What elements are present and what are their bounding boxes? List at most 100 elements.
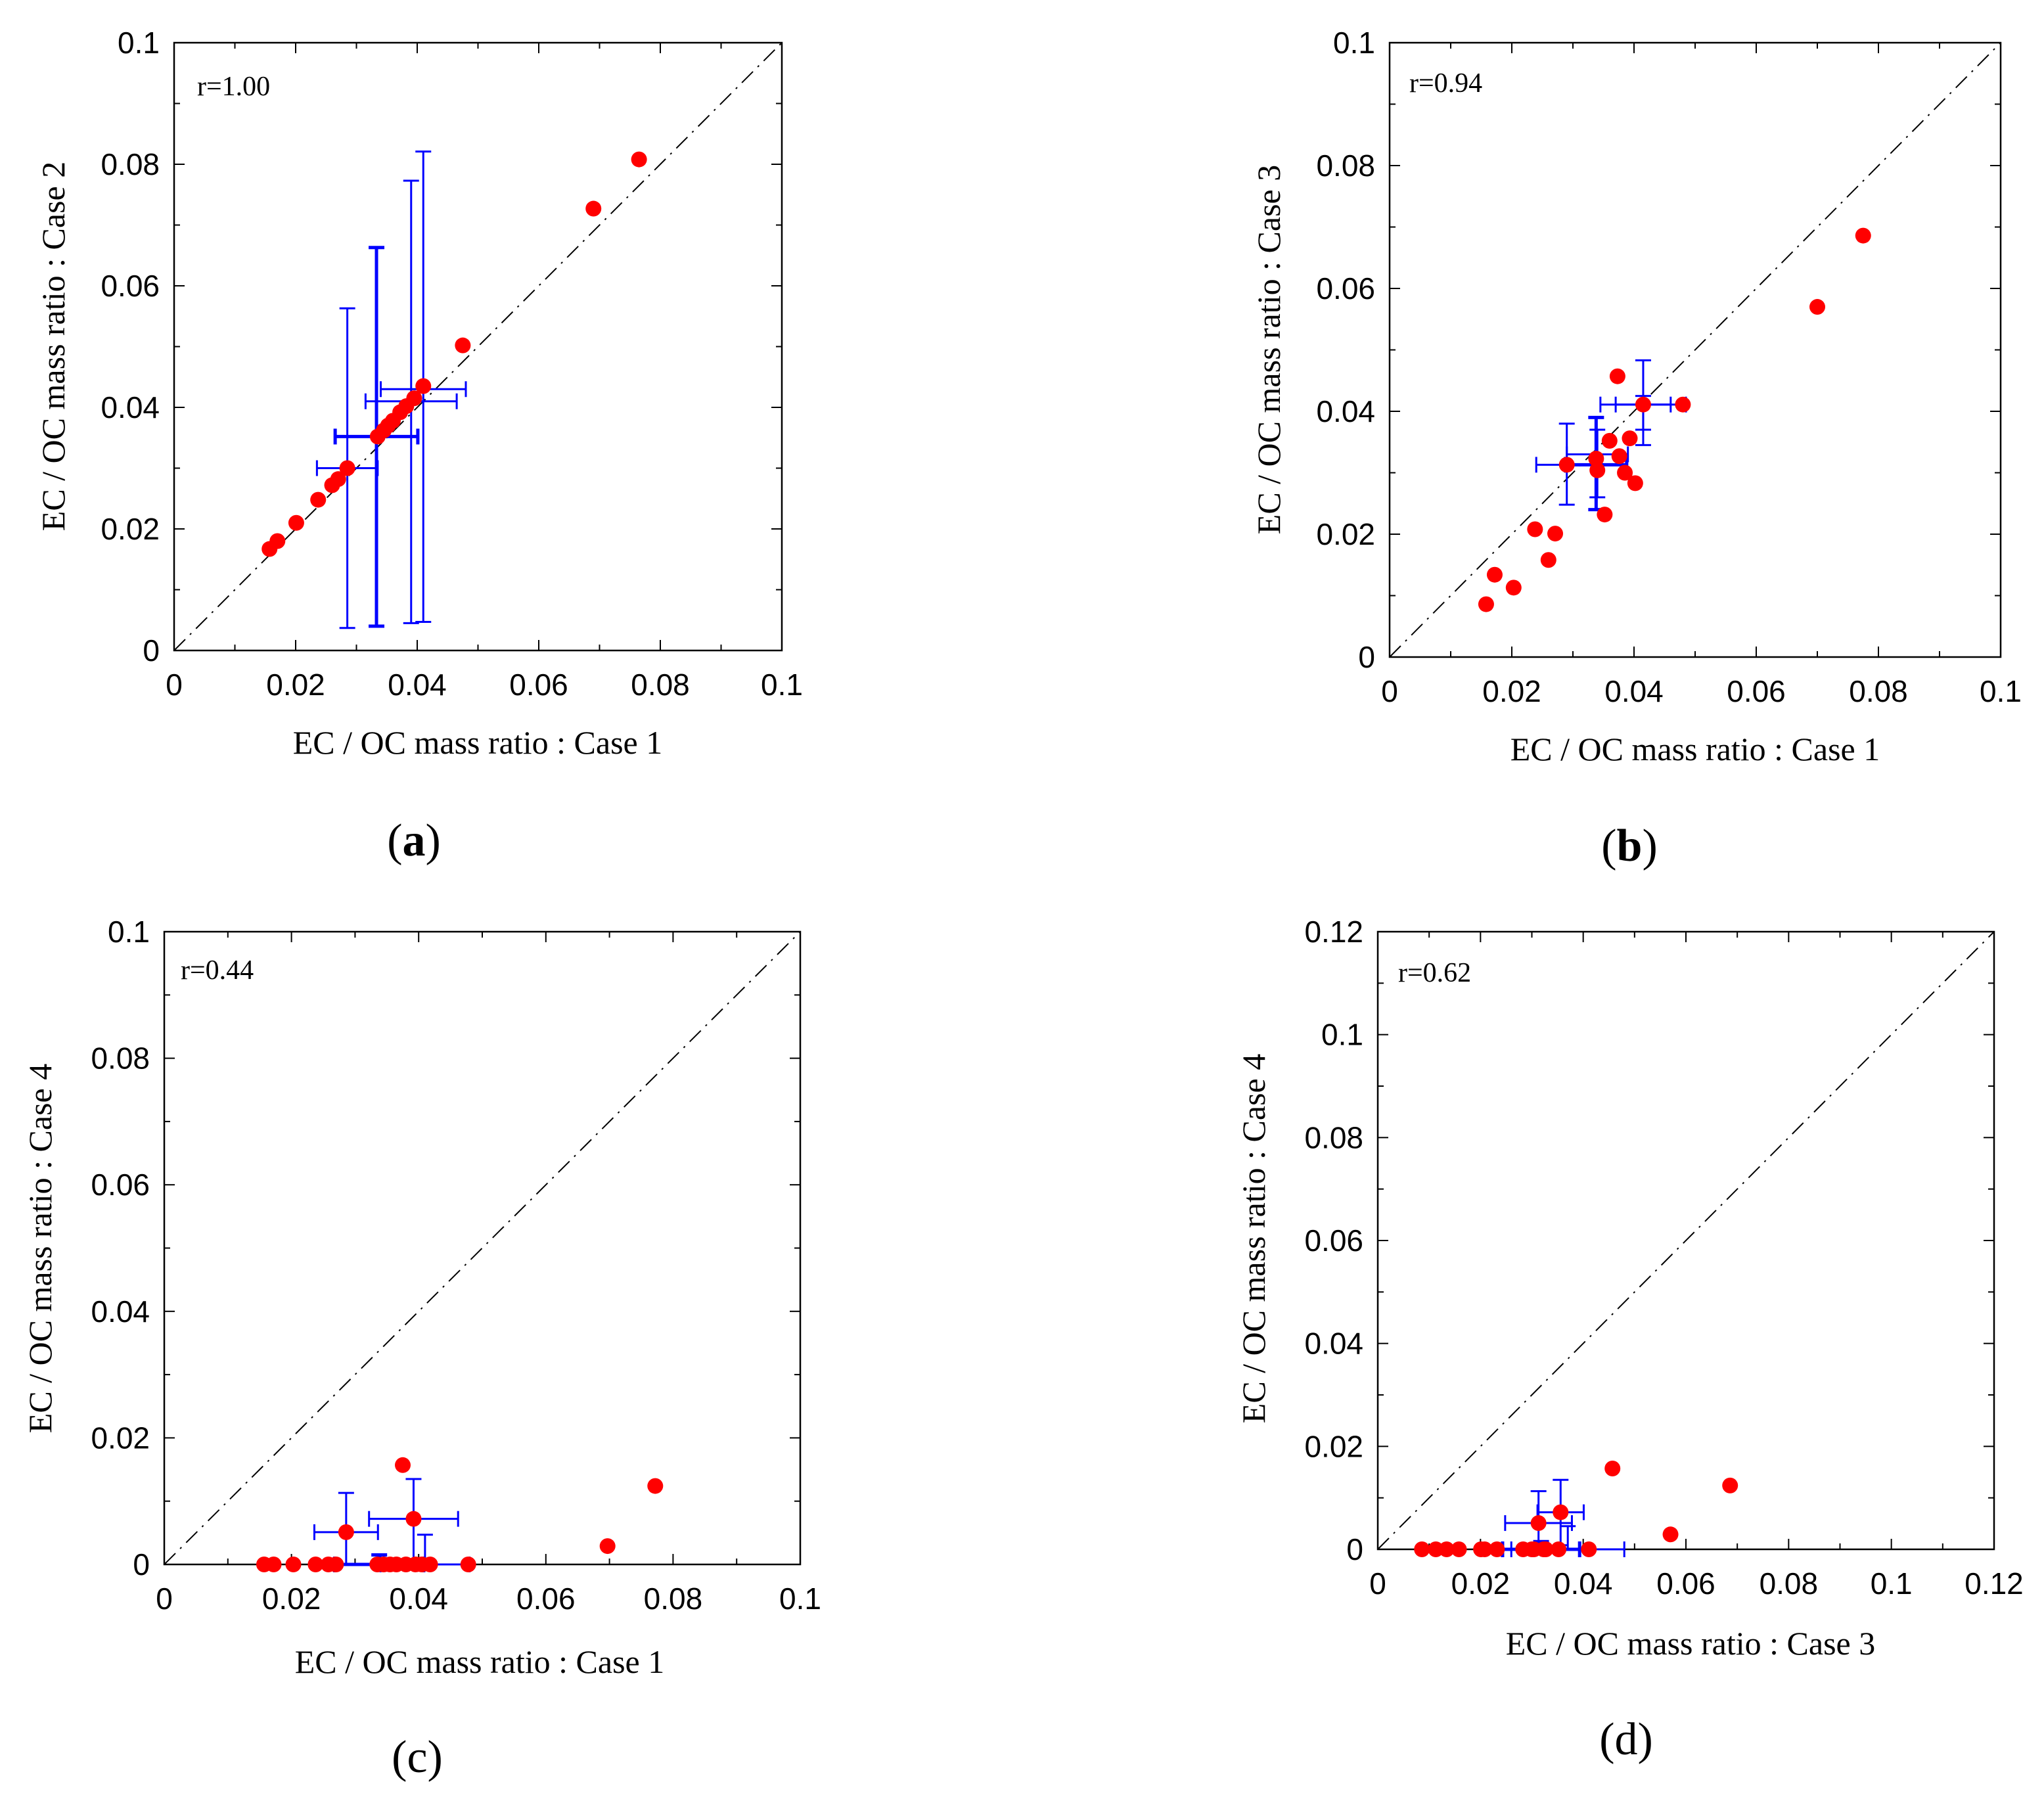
panel-c-x-tick-label: 0.08	[644, 1582, 703, 1616]
panel-c-data-point	[338, 1524, 354, 1540]
panel-d-x-tick-label: 0.12	[1965, 1566, 2024, 1601]
panel-b-data-point	[1588, 450, 1604, 467]
panel-b-data-point	[1478, 596, 1494, 612]
panel-b-data-point	[1635, 396, 1651, 413]
panel-c-data-point	[285, 1557, 302, 1572]
panel-d-y-tick-label: 0.02	[1304, 1429, 1363, 1463]
panel-b-x-tick-label: 0.06	[1727, 674, 1786, 708]
panel-d-x-tick-label: 0.06	[1656, 1566, 1715, 1601]
panel-b-y-tick-label: 0.04	[1316, 394, 1375, 428]
panel-a-x-axis-title: EC / OC mass ratio : Case 1	[293, 724, 662, 761]
panel-b-identity-line	[1389, 42, 2001, 658]
panel-b-data-point	[1617, 465, 1633, 481]
panel-b-data-point	[1505, 580, 1522, 596]
panel-c-data-point	[265, 1557, 282, 1572]
panel-b-x-axis-title: EC / OC mass ratio : Case 1	[1510, 731, 1880, 767]
panel-b-y-tick-label: 0.02	[1316, 517, 1375, 551]
panel-c-y-tick-label: 0.08	[91, 1041, 150, 1076]
panel-b-x-tick-label: 0.02	[1482, 674, 1541, 708]
panel-c-x-axis-title: EC / OC mass ratio : Case 1	[295, 1643, 664, 1680]
panel-c-data-point	[599, 1538, 616, 1555]
panel-d-x-tick-label: 0.1	[1871, 1566, 1913, 1601]
panel-d-identity-line	[1377, 931, 1995, 1550]
panel-d-label: (d)	[1599, 1714, 1653, 1765]
panel-b-data-point	[1809, 299, 1825, 315]
panel-d-data-point	[1428, 1541, 1444, 1557]
panel-d-r-label: r=0.62	[1398, 958, 1471, 988]
panel-b-y-tick-label: 0.1	[1333, 26, 1375, 60]
panel-a-y-tick-label: 0	[143, 633, 160, 668]
panel-c-x-tick-label: 0.06	[516, 1582, 576, 1616]
panel-b-data-point	[1601, 432, 1618, 449]
panel-d-y-tick-label: 0.12	[1304, 915, 1363, 949]
panel-b-r-label: r=0.94	[1409, 68, 1482, 99]
panel-c-x-tick-label: 0.1	[779, 1582, 821, 1616]
panel-b-data-point	[1609, 368, 1625, 384]
panel-b-data-point	[1589, 462, 1606, 478]
panel-a-x-tick-label: 0.06	[509, 668, 568, 702]
panel-b-x-tick-label: 0.1	[1980, 674, 2022, 708]
panel-b-y-tick-label: 0	[1358, 640, 1375, 674]
panel-c-y-tick-label: 0.06	[91, 1168, 150, 1202]
panel-d: 0 0.02 0.04 0.06 0.08 0.1 0.12 0 0.02 0.04 0.06 0.0…	[1235, 915, 2024, 1765]
panel-b-x-tick-label: 0.04	[1604, 674, 1664, 708]
panel-c-x-tick-label: 0	[156, 1582, 173, 1616]
panel-d-data-point	[1553, 1504, 1569, 1520]
panel-a-data-point	[406, 390, 422, 407]
panel-d-x-axis-title: EC / OC mass ratio : Case 3	[1506, 1625, 1875, 1662]
panel-d-data-point	[1451, 1541, 1467, 1557]
panel-a-data-point	[269, 533, 286, 549]
panel-a-data-point	[415, 378, 432, 394]
panel-d-x-tick-label: 0.08	[1760, 1566, 1819, 1601]
panel-b-data-point	[1675, 396, 1691, 413]
panel-c-data-point	[328, 1557, 344, 1572]
panel-d-data-point	[1438, 1541, 1455, 1557]
panel-a-data-point	[288, 514, 304, 531]
panel-b: 0 0.02 0.04 0.06 0.08 0.1 0 0.02 0.04 0.06 0.08 0.1…	[1250, 26, 2022, 871]
panel-d-y-tick-label: 0.1	[1321, 1018, 1363, 1052]
panel-a-y-tick-label: 0.08	[101, 147, 160, 181]
panel-a-x-tick-label: 0	[166, 668, 183, 702]
panel-c-y-tick-label: 0	[133, 1547, 150, 1582]
panel-c-data-point	[460, 1557, 476, 1572]
panel-c-data-point	[405, 1511, 422, 1527]
panel-c-r-label: r=0.44	[181, 955, 254, 986]
panel-b-data-point	[1558, 457, 1575, 473]
panel-b-data-point	[1611, 448, 1627, 465]
panel-a-label: (a)	[387, 815, 441, 866]
panel-a-data-point	[310, 491, 327, 508]
panel-d-data-point	[1722, 1477, 1738, 1493]
panel-a-y-axis-title: EC / OC mass ratio : Case 2	[35, 162, 72, 531]
panel-a-identity-line	[173, 42, 783, 651]
panel-b-y-axis-title: EC / OC mass ratio : Case 3	[1250, 165, 1287, 534]
panel-a-x-tick-label: 0.1	[761, 668, 803, 702]
panel-c-plot: 0 0.02 0.04 0.06 0.08 0.1 0 0.02 0.04 0.06 0.08 0.1	[91, 915, 821, 1616]
panel-c-data-point	[307, 1557, 324, 1572]
panel-b-y-tick-label: 0.06	[1316, 271, 1375, 306]
panel-a-data-point	[339, 460, 355, 476]
panel-c-y-axis-title: EC / OC mass ratio : Case 4	[22, 1064, 58, 1433]
panel-d-x-tick-label: 0.04	[1554, 1566, 1613, 1601]
panel-d-y-tick-label: 0.06	[1304, 1223, 1363, 1258]
panel-d-data-point	[1604, 1461, 1621, 1477]
panel-a-y-tick-label: 0.06	[101, 269, 160, 303]
panel-d-data-point	[1476, 1541, 1493, 1557]
panel-c-data-point	[395, 1457, 411, 1473]
panel-d-y-tick-label: 0	[1346, 1532, 1363, 1566]
panel-b-data-point	[1540, 552, 1556, 568]
panel-b-data-point	[1597, 507, 1613, 523]
panel-c: 0 0.02 0.04 0.06 0.08 0.1 0 0.02 0.04 0.06 0.08 0.1…	[22, 915, 821, 1783]
panel-c-data-point	[647, 1478, 664, 1494]
panel-c-label: (c)	[392, 1732, 443, 1783]
panel-b-x-tick-label: 0.08	[1849, 674, 1908, 708]
panel-d-data-point	[1581, 1541, 1597, 1557]
panel-d-y-tick-label: 0.08	[1304, 1120, 1363, 1154]
panel-d-data-point	[1489, 1541, 1505, 1557]
panel-b-data-point	[1622, 430, 1638, 447]
panel-b-label: (b)	[1601, 821, 1658, 871]
panel-a-x-tick-label: 0.08	[631, 668, 690, 702]
panel-d-x-tick-label: 0.02	[1451, 1566, 1510, 1601]
panel-a-data-point	[585, 200, 602, 217]
panel-d-data-point	[1537, 1541, 1554, 1557]
